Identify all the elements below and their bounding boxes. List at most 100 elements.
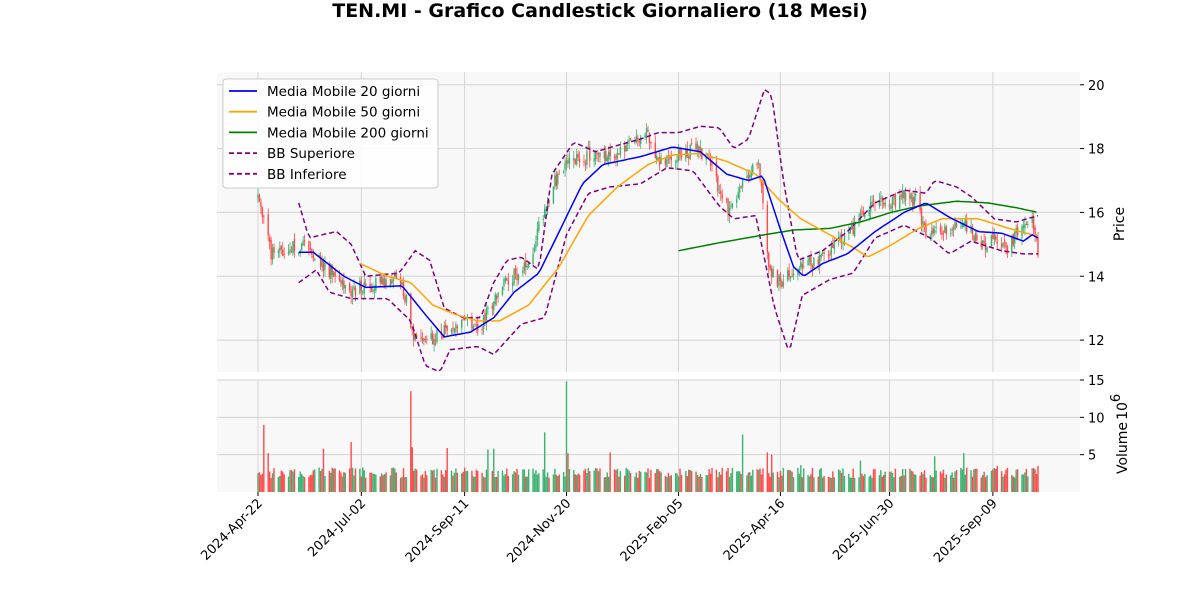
candle-body xyxy=(717,176,719,192)
volume-axis-label: Volume xyxy=(1115,422,1131,474)
candle-body xyxy=(414,333,416,341)
volume-bar xyxy=(545,476,547,492)
volume-bar xyxy=(477,470,479,492)
volume-bar xyxy=(830,477,833,492)
candle-body xyxy=(819,254,821,267)
candle-body xyxy=(391,280,393,284)
candle-body xyxy=(446,325,448,331)
volume-bar xyxy=(900,475,902,492)
candle-body xyxy=(971,226,974,235)
volume-bar xyxy=(450,470,453,492)
candle-body xyxy=(884,202,886,207)
candle-body xyxy=(752,164,754,173)
candle-body xyxy=(472,326,475,330)
volume-bar xyxy=(868,476,870,492)
candle-body xyxy=(334,271,336,277)
candle-body xyxy=(532,253,534,265)
volume-bar xyxy=(442,474,444,492)
volume-bar xyxy=(298,477,300,492)
candle-body xyxy=(375,278,377,291)
volume-bar xyxy=(587,467,590,492)
candle-body xyxy=(348,283,351,291)
candle-body xyxy=(583,161,585,163)
volume-bar xyxy=(628,470,630,492)
volume-bar xyxy=(797,467,799,492)
volume-bar xyxy=(935,470,937,492)
candle-body xyxy=(949,232,952,234)
volume-bar xyxy=(424,471,427,492)
candle-body xyxy=(607,151,610,160)
candle-body xyxy=(475,324,477,326)
candle-body xyxy=(420,337,422,338)
chart-title: TEN.MI - Grafico Candlestick Giornaliero… xyxy=(332,0,868,22)
candle-body xyxy=(776,269,779,287)
volume-bar xyxy=(379,476,381,492)
volume-bar xyxy=(350,441,352,492)
candle-body xyxy=(1022,225,1025,228)
candle-body xyxy=(909,192,911,200)
candle-body xyxy=(706,154,709,156)
volume-bar xyxy=(289,470,291,492)
candle-body xyxy=(848,231,850,234)
volume-bar xyxy=(555,474,558,492)
candle-body xyxy=(802,266,805,268)
candle-body xyxy=(535,241,537,248)
volume-bar xyxy=(634,476,636,492)
volume-bar xyxy=(1022,474,1025,492)
volume-bar xyxy=(912,471,914,492)
volume-bar xyxy=(829,477,831,492)
candle-body xyxy=(268,237,271,242)
volume-bar xyxy=(788,469,790,492)
candle-body xyxy=(263,215,265,217)
volume-bar xyxy=(542,469,544,492)
volume-bar xyxy=(389,475,392,492)
candle-body xyxy=(990,234,993,247)
volume-bar xyxy=(453,472,456,492)
candle-body xyxy=(575,154,578,165)
candle-body xyxy=(657,157,659,159)
candle-body xyxy=(862,211,865,217)
candle-body xyxy=(786,270,789,280)
volume-bar xyxy=(768,473,770,492)
volume-bar xyxy=(607,476,610,492)
candle-body xyxy=(1011,235,1013,254)
volume-bar xyxy=(772,472,774,492)
volume-bar xyxy=(750,475,753,492)
candle-body xyxy=(995,236,997,241)
volume-bar xyxy=(954,471,956,492)
volume-bar xyxy=(711,467,713,492)
candle-body xyxy=(503,279,505,287)
candle-body xyxy=(605,150,607,161)
candle-body xyxy=(341,280,344,286)
candle-body xyxy=(1027,223,1029,225)
candle-body xyxy=(517,274,520,281)
candle-body xyxy=(527,261,530,268)
volume-bar xyxy=(820,468,822,492)
volume-bars xyxy=(257,381,1039,492)
candle-body xyxy=(913,196,916,205)
candle-body xyxy=(993,234,996,240)
volume-bar xyxy=(261,473,264,492)
volume-bar xyxy=(955,469,958,492)
volume-bar xyxy=(660,472,662,492)
candle-body xyxy=(394,274,396,277)
volume-bar xyxy=(728,476,731,492)
volume-bar xyxy=(311,474,313,492)
volume-bar xyxy=(507,475,510,492)
volume-bar xyxy=(903,475,905,492)
volume-bar xyxy=(511,474,514,492)
volume-bar xyxy=(899,476,901,492)
volume-bar xyxy=(851,477,853,492)
volume-bar xyxy=(564,476,566,492)
candle-body xyxy=(584,163,587,165)
volume-bar xyxy=(658,471,661,492)
volume-bar xyxy=(715,469,718,492)
candle-body xyxy=(920,208,923,224)
candle-body xyxy=(331,265,333,276)
candle-body xyxy=(747,174,750,179)
volume-bar xyxy=(647,468,649,492)
candle-body xyxy=(555,174,558,187)
candle-body xyxy=(523,262,526,271)
volume-bar xyxy=(589,471,591,492)
candle-body xyxy=(434,340,437,342)
